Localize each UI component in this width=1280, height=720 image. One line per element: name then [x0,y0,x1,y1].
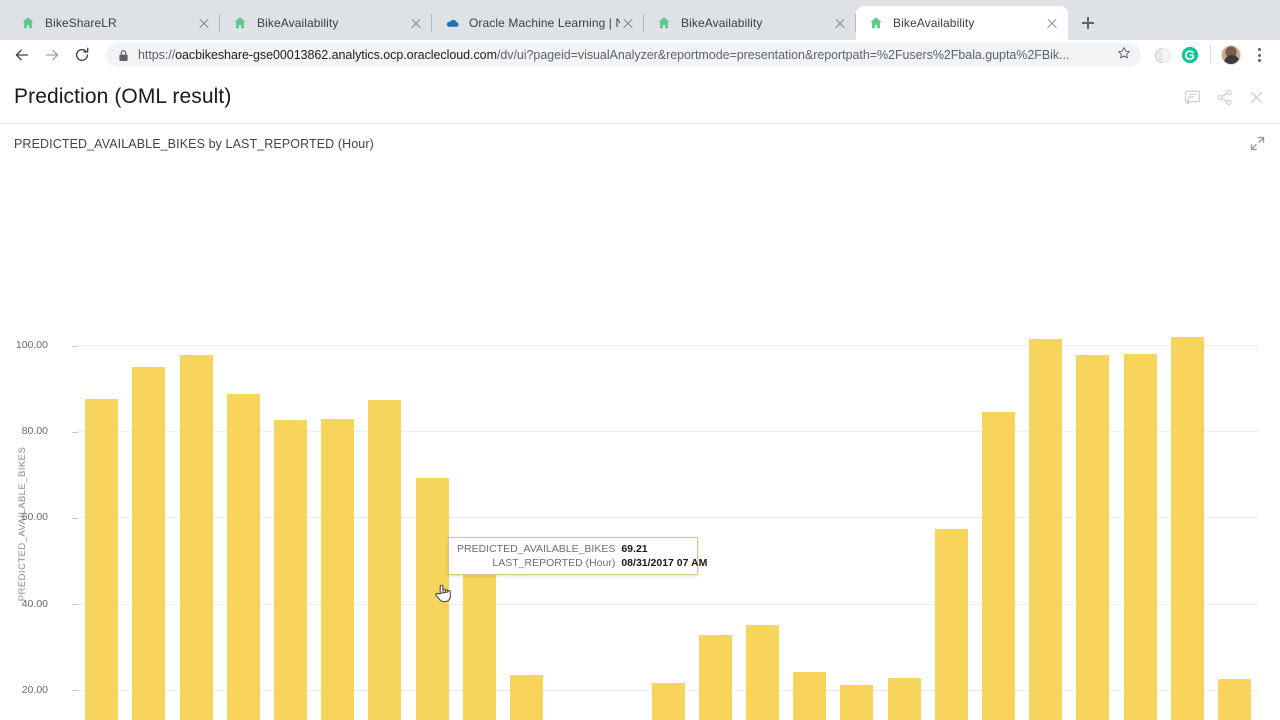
star-icon[interactable] [1117,46,1131,65]
bar[interactable] [132,367,166,720]
chrome-separator [0,70,1280,71]
gridline [72,431,1258,433]
y-axis-tick-mark [72,431,78,433]
close-icon[interactable] [832,15,848,31]
y-axis-tick-mark [72,690,78,692]
bar[interactable] [934,529,968,720]
bar-series [78,319,1258,720]
y-axis-tick-mark [72,604,78,606]
reload-icon[interactable] [68,41,96,69]
browser-tab-label: Oracle Machine Learning | Not [469,16,620,30]
bar[interactable] [1076,355,1110,720]
bar-chart: PREDICTED_AVAILABLE_BIKES 0.0020.0040.00… [0,164,1280,720]
gridline [72,517,1258,519]
bar[interactable] [85,398,119,720]
bar[interactable] [981,411,1015,720]
y-axis-tick-label: 60.00 [21,511,48,524]
bar[interactable] [462,548,496,720]
page-header: Prediction (OML result) [0,71,1280,124]
share-icon[interactable] [1214,87,1234,107]
close-icon[interactable] [1246,87,1266,107]
browser-tab-3[interactable]: BikeAvailability [644,6,856,40]
tooltip-row: PREDICTED_AVAILABLE_BIKES 69.21 [457,542,707,556]
browser-tab-1[interactable]: BikeAvailability [220,6,432,40]
home-icon [868,15,884,31]
tooltip-value: 69.21 [621,543,648,555]
bar[interactable] [1123,354,1157,720]
tooltip-row: LAST_REPORTED (Hour) 08/31/2017 07 AM [457,556,707,570]
tooltip-label: PREDICTED_AVAILABLE_BIKES [457,543,616,555]
back-icon[interactable] [8,41,36,69]
toolbar-divider [1210,46,1211,64]
profile-circle-icon[interactable] [1149,42,1175,68]
gridline [72,603,1258,606]
mouse-cursor [434,581,454,605]
y-axis-tick-mark [72,345,78,347]
tooltip-value: 08/31/2017 07 AM [621,557,708,569]
bar[interactable] [1029,339,1063,720]
lock-icon [118,49,129,62]
browser-toolbar: https://oacbikeshare-gse00013862.analyti… [0,40,1280,70]
page-header-actions [1182,87,1266,107]
expand-icon[interactable] [1250,136,1266,152]
y-axis-tick-label: 20.00 [21,683,48,696]
visualization-header: PREDICTED_AVAILABLE_BIKES by LAST_REPORT… [0,124,1280,164]
address-bar[interactable]: https://oacbikeshare-gse00013862.analyti… [106,43,1141,67]
bar[interactable] [1217,679,1251,720]
grammarly-icon[interactable] [1177,42,1203,68]
home-icon [20,15,36,31]
oac-page: Prediction (OML result) PREDICTED_AVAILA… [0,71,1280,720]
bar[interactable] [793,672,827,720]
bar[interactable] [651,683,685,720]
close-icon[interactable] [196,15,212,31]
browser-tab-2[interactable]: Oracle Machine Learning | Not [432,6,644,40]
avatar[interactable] [1218,42,1244,68]
home-icon [656,15,672,31]
forward-icon[interactable] [38,41,66,69]
page-title: Prediction (OML result) [14,85,232,108]
home-icon [232,15,248,31]
chrome-menu-icon[interactable] [1246,42,1272,68]
browser-tab-4-active[interactable]: BikeAvailability [856,6,1068,40]
gridline [72,345,1258,347]
cloud-icon [444,15,460,31]
browser-tab-label: BikeAvailability [257,16,339,30]
bar[interactable] [226,394,260,720]
y-axis-tick-mark [72,517,78,519]
url-host: oacbikeshare-gse00013862.analytics.ocp.o… [175,48,497,62]
bar[interactable] [509,675,543,720]
browser-tab-0[interactable]: BikeShareLR [8,6,220,40]
visualization-title: PREDICTED_AVAILABLE_BIKES by LAST_REPORT… [14,137,374,151]
address-bar-text: https://oacbikeshare-gse00013862.analyti… [138,48,1109,62]
bar[interactable] [698,635,732,720]
bar[interactable] [1170,337,1204,720]
bar[interactable] [840,684,874,720]
close-icon[interactable] [620,15,636,31]
bar[interactable] [321,419,355,720]
y-axis-tick-label: 80.00 [21,425,48,438]
comment-icon[interactable] [1182,87,1202,107]
bar[interactable] [179,354,213,720]
new-tab-button[interactable] [1074,9,1102,37]
bar[interactable] [745,625,779,720]
browser-tab-label: BikeShareLR [45,16,117,30]
chart-tooltip: PREDICTED_AVAILABLE_BIKES 69.21 LAST_REP… [448,537,707,575]
browser-tab-label: BikeAvailability [893,16,975,30]
bar[interactable] [368,399,402,720]
y-axis-tick-label: 100.00 [15,339,48,351]
url-scheme: https:// [138,48,176,62]
tooltip-label: LAST_REPORTED (Hour) [492,557,616,569]
close-icon[interactable] [1044,15,1060,31]
y-axis-tick-label: 40.00 [21,597,48,610]
url-path: /dv/ui?pageid=visualAnalyzer&reportmode=… [496,48,1070,62]
y-axis-title: PREDICTED_AVAILABLE_BIKES [17,446,28,602]
bar[interactable] [273,420,307,720]
bar[interactable] [887,678,921,720]
browser-tab-label: BikeAvailability [681,16,763,30]
browser-tabstrip: BikeShareLR BikeAvailability Oracle Mach… [0,0,1280,40]
close-icon[interactable] [408,15,424,31]
